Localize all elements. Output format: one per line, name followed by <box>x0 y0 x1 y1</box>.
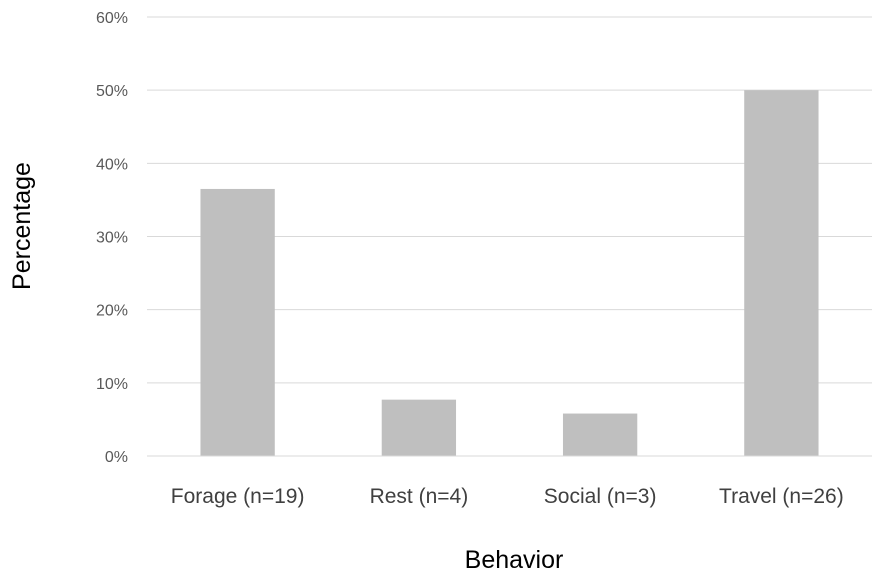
x-tick-label: Rest (n=4) <box>370 485 469 508</box>
y-axis-ticks: 0% 10% 20% 30% 40% 50% 60% <box>96 10 128 466</box>
y-tick-label: 10% <box>96 376 128 393</box>
y-axis-title: Percentage <box>8 162 36 290</box>
y-tick-label: 60% <box>96 10 128 27</box>
bars <box>200 90 819 457</box>
x-axis-ticks: Forage (n=19) Rest (n=4) Social (n=3) Trave… <box>171 485 844 508</box>
y-tick-label: 40% <box>96 156 128 173</box>
y-tick-label: 0% <box>105 449 128 466</box>
bar <box>381 399 457 456</box>
bar <box>744 90 819 457</box>
y-tick-label: 50% <box>96 83 128 100</box>
y-tick-label: 30% <box>96 230 128 247</box>
x-tick-label: Forage (n=19) <box>171 485 305 508</box>
bar <box>200 188 275 457</box>
x-tick-label: Travel (n=26) <box>719 485 844 508</box>
x-axis-title: Behavior <box>465 546 564 574</box>
bar <box>562 413 638 456</box>
y-tick-label: 20% <box>96 303 128 320</box>
x-tick-label: Social (n=3) <box>544 485 657 508</box>
